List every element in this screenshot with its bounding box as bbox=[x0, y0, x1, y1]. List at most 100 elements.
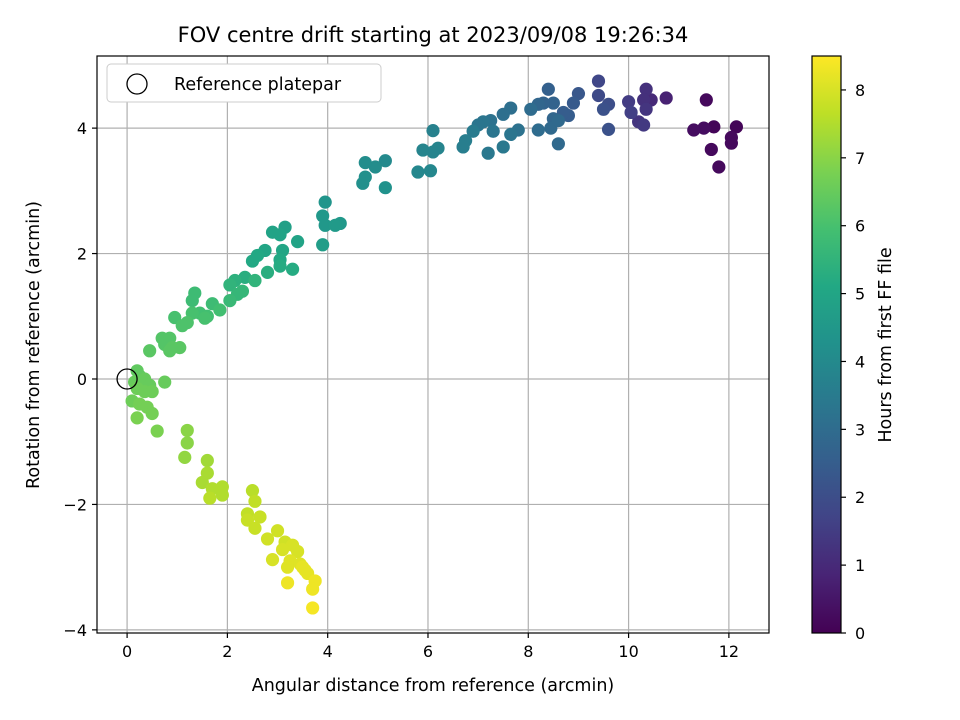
legend: Reference platepar bbox=[106, 63, 382, 103]
colorbar-tick-label: 6 bbox=[855, 217, 865, 236]
scatter-point bbox=[280, 576, 295, 590]
y-tick-label: 0 bbox=[77, 370, 87, 389]
grid-lines bbox=[97, 56, 769, 633]
scatter-point bbox=[659, 91, 673, 105]
scatter-point bbox=[316, 238, 330, 252]
x-tick-label: 8 bbox=[523, 642, 533, 661]
x-tick-label: 12 bbox=[719, 642, 739, 661]
scatter-point bbox=[378, 181, 392, 195]
scatter-point bbox=[551, 113, 565, 128]
scatter-point bbox=[591, 74, 606, 88]
chart-title: FOV centre drift starting at 2023/09/08 … bbox=[178, 23, 689, 47]
data-points bbox=[116, 74, 744, 615]
scatter-point bbox=[180, 423, 194, 438]
scatter-point bbox=[260, 532, 275, 546]
scatter-point bbox=[163, 344, 177, 358]
colorbar: 0 1 2 3 4 5 6 7 8 Hours from first FF file bbox=[811, 55, 896, 643]
scatter-point bbox=[143, 344, 157, 358]
scatter-point bbox=[245, 254, 260, 268]
scatter-point bbox=[185, 293, 199, 308]
scatter-point bbox=[601, 122, 616, 136]
scatter-point bbox=[273, 228, 287, 242]
x-axis-label: Angular distance from reference (arcmin) bbox=[252, 676, 615, 696]
y-tick-label: −2 bbox=[63, 495, 87, 514]
x-tick-label: 6 bbox=[423, 642, 433, 661]
colorbar-tick-label: 1 bbox=[855, 556, 865, 575]
scatter-point bbox=[285, 262, 300, 276]
scatter-point bbox=[318, 195, 332, 209]
scatter-point bbox=[328, 218, 342, 232]
legend-label: Reference platepar bbox=[174, 75, 342, 95]
x-tick-label: 4 bbox=[323, 642, 333, 661]
legend-marker-open-circle-icon bbox=[126, 73, 148, 95]
legend-box bbox=[106, 63, 382, 103]
scatter-point bbox=[699, 93, 713, 107]
scatter-point bbox=[411, 165, 425, 179]
scatter-point bbox=[356, 176, 370, 190]
colorbar-tick-label: 0 bbox=[855, 624, 865, 643]
colorbar-tick-label: 5 bbox=[855, 285, 865, 304]
plot-background bbox=[97, 56, 769, 633]
scatter-point bbox=[639, 82, 653, 96]
scatter-point bbox=[368, 160, 382, 174]
plot-frame bbox=[96, 55, 770, 634]
scatter-point bbox=[591, 88, 606, 103]
y-tick-label: 4 bbox=[77, 119, 87, 138]
scatter-point bbox=[504, 127, 518, 141]
scatter-point bbox=[290, 235, 305, 249]
scatter-point bbox=[260, 265, 275, 279]
plot-area: 0 2 4 6 8 10 12 −4 −2 0 2 4 bbox=[63, 55, 770, 661]
scatter-point bbox=[248, 273, 262, 288]
scatter-point bbox=[687, 123, 701, 137]
scatter-point bbox=[145, 406, 159, 421]
colorbar-tick-label: 3 bbox=[855, 420, 865, 439]
scatter-point bbox=[712, 160, 726, 174]
scatter-point bbox=[496, 107, 510, 121]
scatter-point bbox=[596, 102, 611, 116]
scatter-point bbox=[566, 96, 581, 110]
scatter-point bbox=[621, 95, 636, 109]
scatter-point bbox=[707, 120, 721, 134]
scatter-point bbox=[275, 542, 290, 557]
scatter-point bbox=[466, 124, 480, 138]
scatter-point bbox=[358, 156, 372, 170]
reference-platepar-marker bbox=[116, 368, 138, 390]
scatter-point bbox=[195, 475, 209, 490]
scatter-point bbox=[697, 121, 711, 135]
scatter-point bbox=[213, 303, 227, 317]
colorbar-ticks: 0 1 2 3 4 5 6 7 8 bbox=[841, 81, 865, 643]
scatter-point bbox=[145, 384, 159, 399]
scatter-point bbox=[456, 140, 470, 154]
scatter-point bbox=[378, 154, 392, 168]
y-tick-label: −4 bbox=[63, 621, 87, 640]
scatter-point bbox=[238, 270, 252, 284]
scatter-point bbox=[273, 259, 287, 273]
scatter-point bbox=[203, 491, 217, 505]
x-tick-label: 2 bbox=[222, 642, 232, 661]
scatter-point bbox=[253, 510, 267, 524]
scatter-point bbox=[486, 124, 500, 138]
y-tick-label: 2 bbox=[77, 245, 87, 264]
scatter-point bbox=[248, 494, 262, 508]
scatter-point bbox=[639, 102, 653, 116]
scatter-point bbox=[198, 311, 212, 325]
scatter-point bbox=[423, 164, 438, 178]
scatter-point bbox=[175, 319, 189, 333]
scatter-point bbox=[624, 105, 638, 120]
x-tick-label: 0 bbox=[122, 642, 132, 661]
colorbar-tick-label: 2 bbox=[855, 488, 865, 507]
y-axis-label: Rotation from reference (arcmin) bbox=[24, 201, 44, 489]
scatter-point bbox=[546, 96, 560, 110]
x-tick-label: 10 bbox=[618, 642, 638, 661]
scatter-point bbox=[724, 130, 738, 145]
scatter-point bbox=[729, 120, 744, 134]
scatter-point bbox=[306, 601, 320, 615]
scatter-point bbox=[426, 145, 440, 159]
colorbar-gradient bbox=[811, 55, 842, 634]
scatter-point bbox=[306, 582, 320, 596]
scatter-point bbox=[150, 424, 164, 438]
scatter-point bbox=[180, 436, 194, 450]
scatter-point bbox=[318, 218, 332, 232]
scatter-point bbox=[265, 553, 280, 567]
